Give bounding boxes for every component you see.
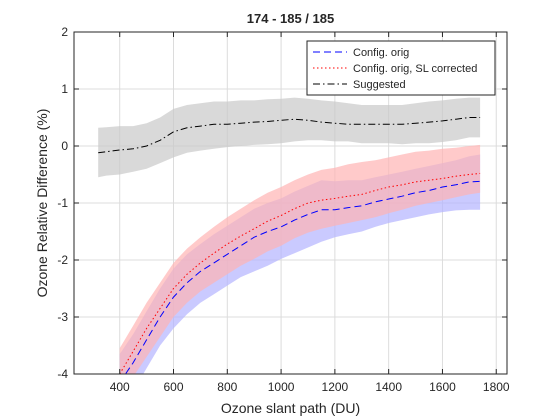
- y-tick-label: -4: [57, 367, 68, 381]
- x-tick-label: 1600: [429, 380, 456, 394]
- y-tick-label: 2: [61, 25, 68, 39]
- x-axis-label: Ozone slant path (DU): [221, 400, 360, 416]
- legend-entry: Suggested: [353, 79, 406, 91]
- x-tick-label: 1400: [375, 380, 402, 394]
- legend-entry: Config. orig: [353, 47, 409, 59]
- y-tick-label: -1: [57, 196, 68, 210]
- y-tick-label: -3: [57, 310, 68, 324]
- x-tick-label: 400: [110, 380, 130, 394]
- x-tick-label: 1800: [483, 380, 510, 394]
- legend-entry: Config. orig, SL corrected: [353, 63, 477, 75]
- chart-title: 174 - 185 / 185: [247, 11, 334, 26]
- y-tick-label: 1: [61, 82, 68, 96]
- legend: Config. orig Config. orig, SL corrected Su…: [307, 41, 495, 95]
- x-tick-label: 800: [217, 380, 237, 394]
- y-tick-label: 0: [61, 139, 68, 153]
- x-tick-label: 1000: [268, 380, 295, 394]
- y-tick-label: -2: [57, 253, 68, 267]
- y-axis-label: Ozone Relative Difference (%): [34, 109, 50, 298]
- x-tick-label: 1200: [322, 380, 349, 394]
- x-tick-label: 600: [163, 380, 183, 394]
